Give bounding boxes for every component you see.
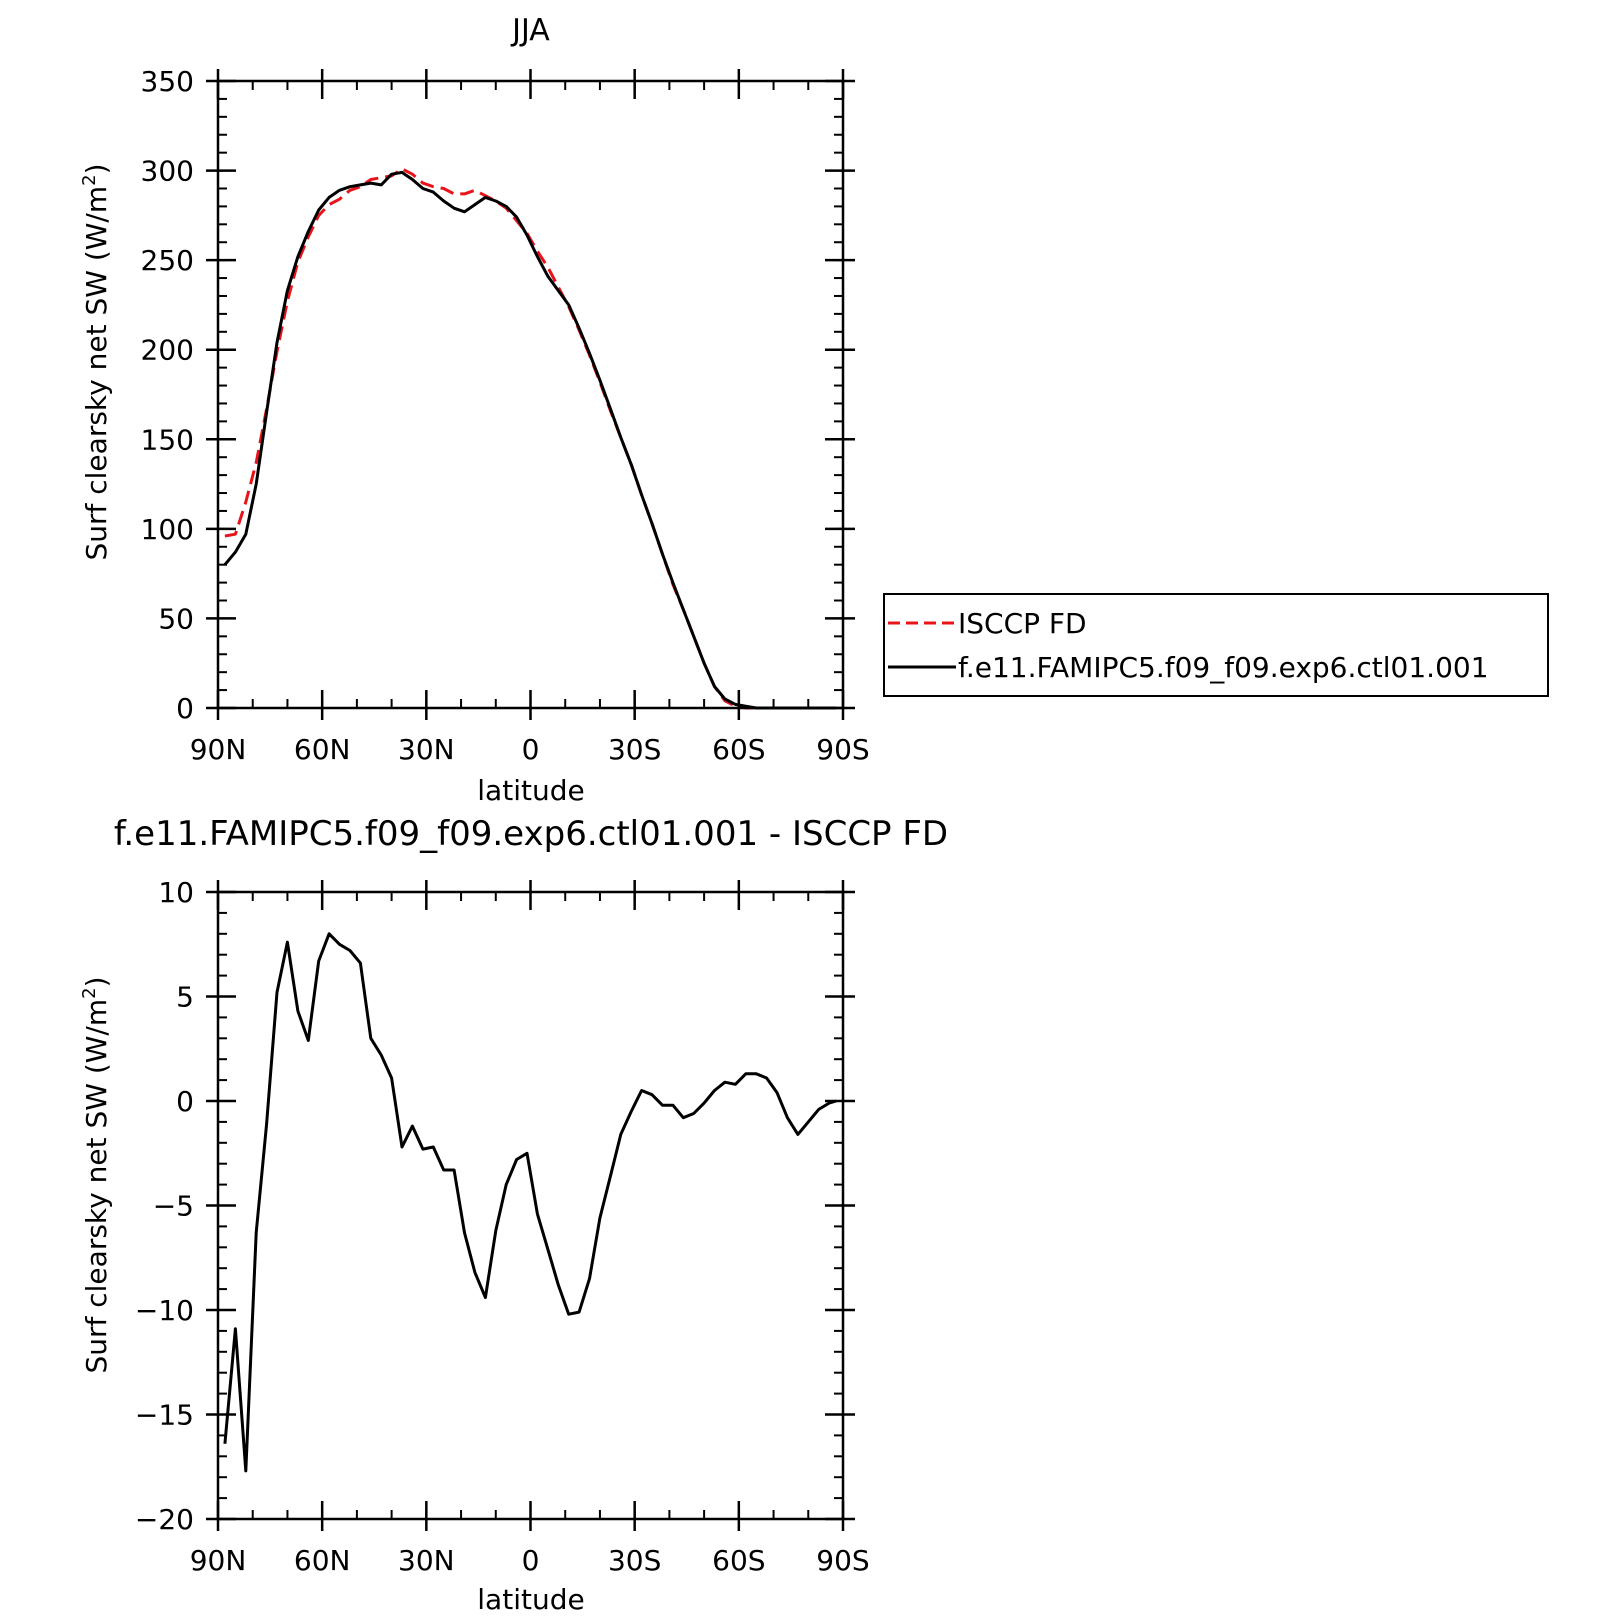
legend-box (883, 593, 1549, 697)
t-y-tick-label: 350 (141, 65, 194, 98)
legend-label-model: f.e11.FAMIPC5.f09_f09.exp6.ctl01.001 (958, 651, 1489, 684)
t-x-tick-label: 30S (608, 733, 661, 766)
t-x-tick-label: 60S (712, 733, 765, 766)
bottom-y-axis-label-sup: 2 (79, 987, 100, 998)
t-x-tick-label: 90N (190, 733, 247, 766)
t-series-line-1 (223, 170, 837, 710)
t-y-tick-label: 250 (141, 244, 194, 277)
top-y-axis-label-tail: ) (80, 163, 113, 174)
b-series-line-0 (223, 932, 837, 1473)
t-x-tick-label: 60N (294, 733, 351, 766)
bottom-y-axis-label: Surf clearsky net SW (W/m2) (79, 976, 113, 1373)
b-x-tick-label: 30N (398, 1544, 455, 1577)
bottom-x-axis-label: latitude (477, 1583, 584, 1616)
t-x-tick-label: 90S (816, 733, 869, 766)
b-x-tick-label: 60N (294, 1544, 351, 1577)
bottom-y-axis-label-tail: ) (80, 976, 113, 987)
legend: ISCCP FD f.e11.FAMIPC5.f09_f09.exp6.ctl0… (883, 593, 1549, 697)
bottom-panel: f.e11.FAMIPC5.f09_f09.exp6.ctl01.001 - I… (79, 814, 948, 1616)
b-x-tick-label: 60S (712, 1544, 765, 1577)
bottom-plot-area: 90N 60N 30N 0 30S 60S 90S −20 −15 −10 −5 0 5 10 (135, 876, 870, 1577)
t-y-tick-label: 100 (141, 513, 194, 546)
b-y-tick-label: −5 (153, 1190, 194, 1223)
b-plot-frame (216, 890, 845, 1521)
b-x-tick-label: 30S (608, 1544, 661, 1577)
top-plot-area: 90N 60N 30N 0 30S 60S 90S 0 50 100 150 200 250 300 350 (141, 65, 870, 766)
top-y-axis-label: Surf clearsky net SW (W/m2) (79, 163, 113, 560)
legend-label-isccp: ISCCP FD (958, 607, 1087, 640)
top-y-axis-label-sup: 2 (79, 174, 100, 185)
bottom-chart-title: f.e11.FAMIPC5.f09_f09.exp6.ctl01.001 - I… (114, 814, 948, 854)
t-series-line-0 (224, 167, 837, 710)
b-y-tick-label: −20 (135, 1503, 194, 1536)
b-y-tick-label: −15 (135, 1399, 194, 1432)
t-y-tick-label: 50 (158, 602, 194, 635)
t-plot-frame (216, 79, 845, 710)
t-y-tick-label: 150 (141, 423, 194, 456)
t-y-tick-label: 0 (176, 692, 194, 725)
top-chart-title: JJA (510, 13, 550, 48)
b-y-tick-label: −10 (135, 1294, 194, 1327)
t-y-tick-label: 200 (141, 334, 194, 367)
b-x-tick-label: 0 (522, 1544, 540, 1577)
b-y-tick-label: 10 (158, 876, 194, 909)
top-y-axis-label-main: Surf clearsky net SW (W/m (80, 186, 113, 561)
top-x-axis-label: latitude (477, 774, 584, 807)
b-y-tick-label: 0 (176, 1085, 194, 1118)
t-x-tick-label: 0 (522, 733, 540, 766)
t-y-tick-label: 300 (141, 155, 194, 188)
t-x-tick-label: 30N (398, 733, 455, 766)
b-x-tick-label: 90S (816, 1544, 869, 1577)
top-panel: JJA 90N 60N 30N 0 30S 60S 90S 0 50 100 150 200 250 30… (79, 13, 870, 807)
bottom-y-axis-label-main: Surf clearsky net SW (W/m (80, 999, 113, 1374)
b-x-tick-label: 90N (190, 1544, 247, 1577)
b-y-tick-label: 5 (176, 981, 194, 1014)
